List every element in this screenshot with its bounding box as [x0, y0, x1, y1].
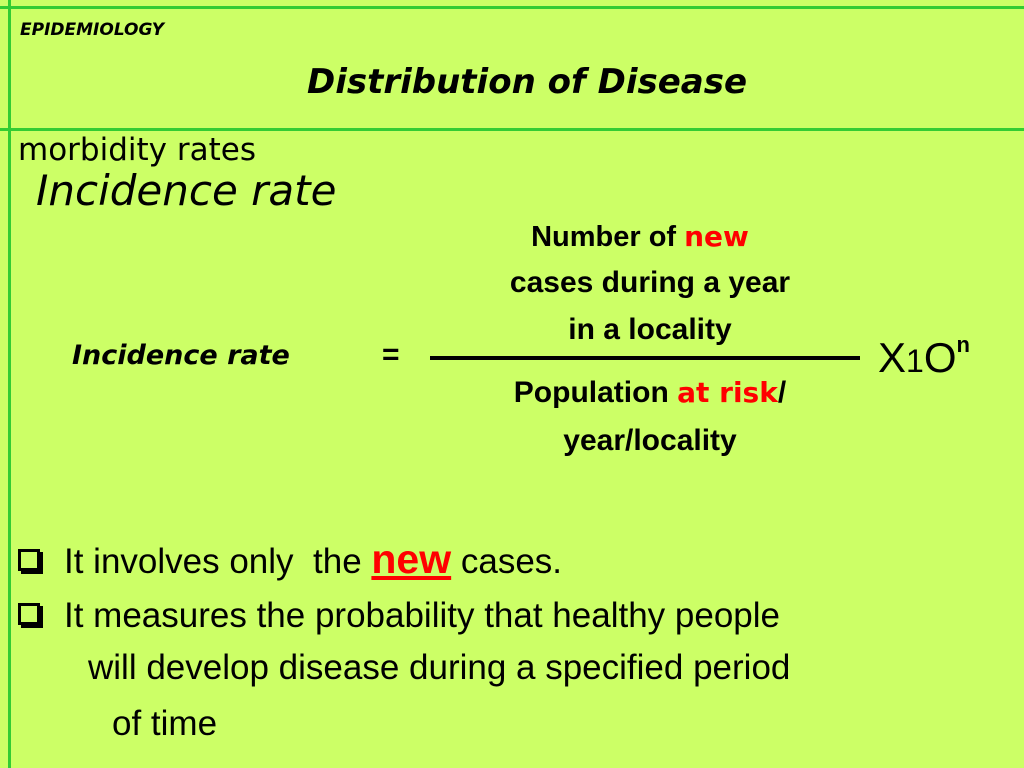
denominator-suffix: / — [777, 376, 787, 409]
bullet-item: It involves only the new cases. — [18, 536, 562, 583]
slide-subtitle: Incidence rate — [36, 166, 337, 215]
formula-lhs: Incidence rate — [72, 340, 290, 371]
fraction-bar — [430, 356, 860, 360]
denominator-line-2: year/locality — [563, 424, 737, 457]
numerator-line-1: Number of new — [430, 220, 850, 254]
denominator-line-1: Population at risk/ — [430, 376, 870, 410]
multiplier-one: 1 — [906, 343, 924, 379]
left-rule — [8, 0, 11, 768]
section-label: morbidity rates — [18, 132, 256, 168]
denominator-prefix: Population — [513, 376, 678, 409]
slide-title: Distribution of Disease — [306, 62, 748, 102]
bullet-1-prefix: It involves only the — [64, 542, 372, 581]
header-label: EPIDEMIOLOGY — [20, 20, 165, 40]
bullet-item: It measures the probability that healthy… — [18, 596, 780, 636]
top-rule — [0, 6, 1024, 9]
multiplier-exponent: n — [956, 332, 970, 357]
bullet-1-emphasis: new — [371, 536, 452, 582]
numerator-line-2: cases during a year — [509, 266, 791, 299]
denominator-emphasis: at risk — [677, 376, 778, 409]
checkbox-bullet-icon — [18, 603, 40, 625]
checkbox-bullet-icon — [18, 549, 40, 571]
formula-multiplier: X1On — [878, 332, 970, 382]
formula-equals: = — [382, 338, 400, 371]
bullet-2-line-3: of time — [112, 704, 218, 743]
header-rule — [0, 128, 1024, 131]
multiplier-x: X — [878, 334, 907, 381]
bullet-2-line-1: It measures the probability that healthy… — [64, 596, 780, 635]
multiplier-zero: O — [923, 334, 957, 381]
numerator-emphasis: new — [684, 220, 749, 253]
bullet-2-line-2: will develop disease during a specified … — [88, 648, 791, 687]
numerator-prefix: Number of — [531, 221, 685, 253]
numerator-line-3: in a locality — [568, 313, 732, 346]
bullet-1-suffix: cases. — [451, 542, 563, 581]
